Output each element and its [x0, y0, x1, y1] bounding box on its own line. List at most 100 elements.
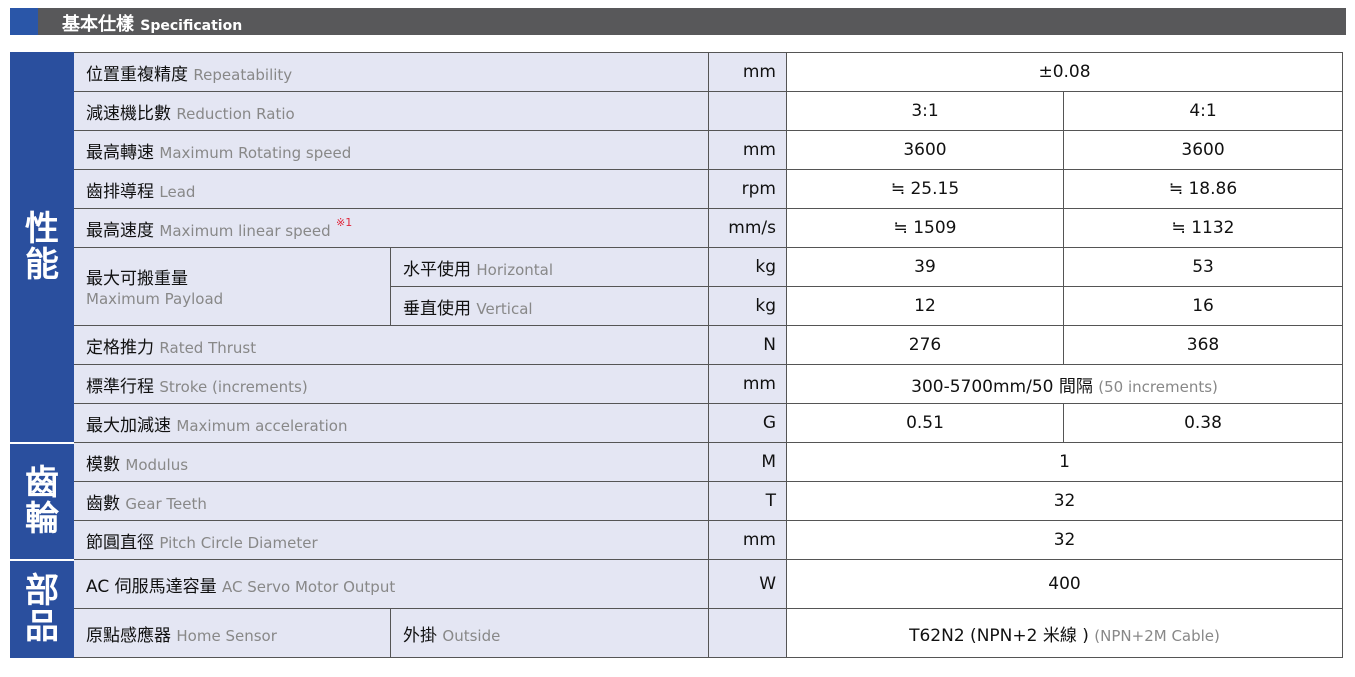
title-en: Specification: [140, 18, 243, 34]
table-row: 齒數 Gear Teeth T 32: [11, 481, 1344, 521]
label-en: AC Servo Motor Output: [222, 577, 396, 596]
value: 400: [785, 559, 1344, 609]
label-zh: 最大加減速: [86, 415, 171, 436]
label-zh: 垂直使用: [403, 298, 471, 319]
value-4-1: 16: [1062, 286, 1344, 326]
unit: M: [708, 442, 787, 482]
spec-table: 性能位置重複精度 Repeatability mm ±0.08 減速機比數 Reduc…: [10, 52, 1344, 658]
section-label-parts: 部品: [10, 559, 74, 658]
table-row: 垂直使用 Vertical kg 12 16: [11, 286, 1344, 326]
value-4-1: 3600: [1062, 130, 1344, 170]
row-label: 最高速度 Maximum linear speed ※1: [73, 208, 709, 248]
unit: N: [708, 325, 787, 365]
unit: kg: [708, 286, 787, 326]
label-en: Maximum Rotating speed: [159, 143, 352, 162]
table-row: 最大可搬重量 Maximum Payload 水平使用 Horizontal kg 39…: [11, 247, 1344, 326]
row-label: 位置重複精度 Repeatability: [73, 52, 709, 92]
unit: W: [708, 559, 787, 609]
label-en: Stroke (increments): [159, 377, 308, 396]
label-zh: 原點感應器: [86, 625, 171, 646]
table-row: 齒輪模數 Modulus M 1: [10, 442, 1344, 561]
row-label: 減速機比數 Reduction Ratio: [73, 91, 709, 131]
table-row: 最高速度 Maximum linear speed ※1 mm/s ≒ 1509 ≒ …: [11, 208, 1344, 248]
label-zh: 模數: [86, 454, 120, 475]
label-en: Maximum Payload: [86, 290, 224, 308]
label-zh: 最高轉速: [86, 142, 154, 163]
unit: mm/s: [708, 208, 787, 248]
unit: mm: [708, 52, 787, 92]
label-zh: AC 伺服馬達容量: [86, 576, 217, 597]
row-label: AC 伺服馬達容量 AC Servo Motor Output: [73, 559, 709, 609]
unit: mm: [708, 520, 787, 560]
label-en: Pitch Circle Diameter: [159, 533, 318, 552]
row-label: 模數 Modulus: [73, 442, 709, 482]
section-header: 基本仕樣 Specification: [10, 8, 1346, 35]
value-3-1: 3600: [786, 130, 1064, 170]
label-en: Horizontal: [476, 260, 553, 279]
value: T62N2 (NPN+2 米線 ) (NPN+2M Cable): [785, 608, 1344, 658]
label-en: Home Sensor: [176, 626, 277, 645]
unit: [708, 91, 787, 131]
label-zh: 定格推力: [86, 337, 154, 358]
label-zh: 最高速度: [86, 220, 154, 241]
label-en: Repeatability: [193, 65, 293, 84]
table-row: 部品 AC 伺服馬達容量 AC Servo Motor Output W 400: [10, 559, 1344, 658]
unit: T: [708, 481, 787, 521]
value-text: 1: [1059, 452, 1070, 472]
value-3-1: ≒ 25.15: [786, 169, 1064, 209]
value-en: (NPN+2M Cable): [1094, 626, 1220, 645]
table-row: 原點感應器 Home Sensor 外掛 Outside T62N2 (NPN+2 …: [11, 608, 1344, 658]
row-label: 原點感應器 Home Sensor: [73, 608, 391, 658]
table-row: 性能位置重複精度 Repeatability mm ±0.08: [10, 52, 1344, 444]
label-zh: 標準行程: [86, 376, 154, 397]
value-text: 300-5700mm/50 間隔: [911, 376, 1093, 397]
value: 32: [785, 520, 1344, 560]
label-zh: 位置重複精度: [86, 64, 188, 85]
label-en: Modulus: [125, 455, 189, 474]
row-label: 最高轉速 Maximum Rotating speed: [73, 130, 709, 170]
value-4-1: 4:1: [1062, 91, 1344, 131]
value: 32: [785, 481, 1344, 521]
table-row: 定格推力 Rated Thrust N 276 368: [11, 325, 1344, 365]
value: ±0.08: [785, 52, 1344, 92]
title-zh: 基本仕樣: [62, 14, 134, 35]
row-sublabel: 垂直使用 Vertical: [390, 286, 709, 326]
section-label-gear: 齒輪: [10, 442, 74, 561]
label-en: Vertical: [476, 299, 533, 318]
header-accent: [10, 8, 38, 35]
value-text: 32: [1053, 491, 1076, 511]
unit: [708, 608, 787, 658]
header-title: 基本仕樣 Specification: [62, 10, 242, 36]
label-zh: 外掛: [403, 625, 437, 646]
value: 300-5700mm/50 間隔 (50 increments): [785, 364, 1344, 404]
label-zh: 齒數: [86, 493, 120, 514]
value-text: 32: [1053, 530, 1076, 550]
footnote-mark: ※1: [336, 215, 353, 229]
value-4-1: ≒ 1132: [1062, 208, 1344, 248]
row-label: 齒數 Gear Teeth: [73, 481, 709, 521]
label-zh: 水平使用: [403, 259, 471, 280]
label-en: Maximum linear speed: [159, 221, 331, 240]
value-3-1: ≒ 1509: [786, 208, 1064, 248]
row-sublabel: 外掛 Outside: [390, 608, 709, 658]
table-row: 標準行程 Stroke (increments) mm 300-5700mm/50 …: [11, 364, 1344, 404]
row-label: 標準行程 Stroke (increments): [73, 364, 709, 404]
unit: rpm: [708, 169, 787, 209]
row-label: 節圓直徑 Pitch Circle Diameter: [73, 520, 709, 560]
value-4-1: ≒ 18.86: [1062, 169, 1344, 209]
label-zh: 齒排導程: [86, 181, 154, 202]
label-en: Maximum acceleration: [176, 416, 348, 435]
row-sublabel: 水平使用 Horizontal: [390, 247, 709, 287]
value-4-1: 0.38: [1062, 403, 1344, 443]
value: 1: [785, 442, 1344, 482]
unit: G: [708, 403, 787, 443]
table-row: 最高轉速 Maximum Rotating speed mm 3600 3600: [11, 130, 1344, 170]
label-zh: 節圓直徑: [86, 532, 154, 553]
table-row: 齒排導程 Lead rpm ≒ 25.15 ≒ 18.86: [11, 169, 1344, 209]
value-text: 400: [1048, 574, 1081, 594]
table-row: 減速機比數 Reduction Ratio 3:1 4:1: [11, 91, 1344, 131]
row-label: 最大加減速 Maximum acceleration: [73, 403, 709, 443]
value-3-1: 0.51: [786, 403, 1064, 443]
table-row: 節圓直徑 Pitch Circle Diameter mm 32: [11, 520, 1344, 560]
unit: mm: [708, 364, 787, 404]
